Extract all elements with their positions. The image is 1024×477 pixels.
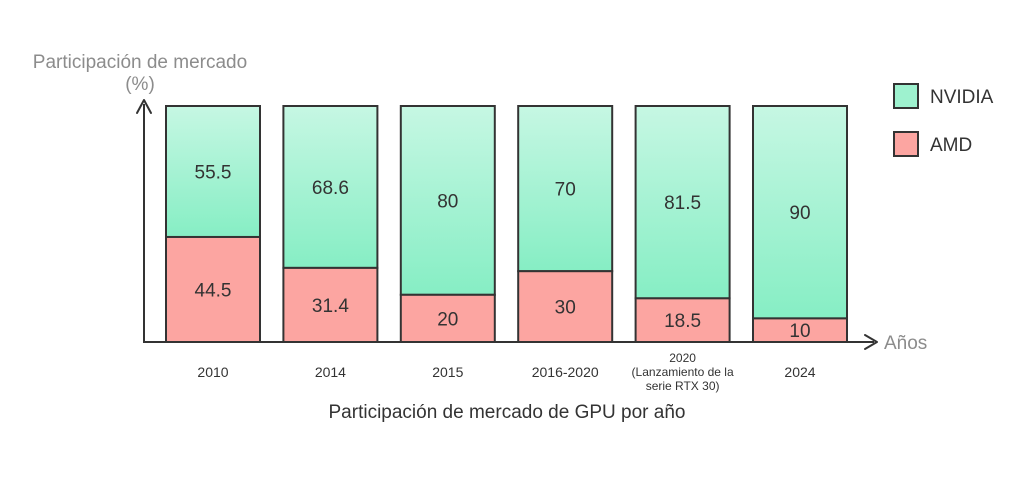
bar-nvidia: [282, 105, 379, 269]
category-label: 2010: [197, 364, 228, 380]
bar-nvidia: [752, 105, 848, 320]
bar-amd: [282, 266, 379, 343]
y-axis-arrow: [136, 99, 152, 114]
category-label: serie RTX 30): [646, 379, 720, 393]
bar-amd: [399, 293, 496, 343]
x-axis-title: Años: [884, 333, 927, 354]
data-label-amd: 18.5: [664, 311, 701, 332]
data-label-nvidia: 55.5: [195, 162, 232, 183]
category-label: 2016-2020: [532, 364, 599, 380]
bar-amd: [165, 235, 261, 343]
x-axis-arrow: [864, 334, 878, 350]
y-axis-title-line: (%): [125, 74, 155, 95]
data-label-amd: 31.4: [312, 296, 349, 317]
y-axis-title-line: Participación de mercado: [33, 52, 247, 73]
category-label: 2024: [784, 364, 815, 380]
data-label-nvidia: 81.5: [664, 193, 701, 214]
chart-title: Participación de mercado de GPU por año: [329, 402, 686, 423]
legend-label-nvidia: NVIDIA: [930, 87, 994, 108]
bar-nvidia: [165, 105, 261, 238]
data-label-nvidia: 80: [437, 191, 458, 212]
axes-group: [136, 99, 878, 350]
legend-label-amd: AMD: [930, 135, 972, 156]
bars-group: 55.5 44.5 68.6 31.4 80 20 70 30 81.5 18.5 90 10: [165, 105, 848, 344]
legend-swatch-amd: [893, 131, 919, 157]
data-label-amd: 10: [789, 321, 810, 342]
data-label-nvidia: 68.6: [312, 178, 349, 199]
legend: NVIDIA AMD: [893, 83, 994, 157]
y-axis-title: Participación de mercado(%): [33, 52, 247, 95]
category-label: 2014: [315, 364, 346, 380]
data-label-amd: 30: [555, 298, 576, 319]
bar-amd: [517, 270, 614, 344]
legend-swatch-nvidia: [893, 83, 919, 109]
category-label: (Lanzamiento de la: [632, 365, 734, 379]
category-label: 2015: [432, 364, 463, 380]
data-label-nvidia: 90: [789, 203, 810, 224]
data-label-amd: 44.5: [195, 280, 232, 301]
bar-amd: [634, 297, 731, 343]
category-label: 2020: [669, 351, 696, 365]
category-labels: 2010 2014 2015 2016-2020 2020(Lanzamiento de…: [197, 351, 815, 393]
data-label-amd: 20: [437, 309, 458, 330]
data-label-nvidia: 70: [555, 180, 576, 201]
